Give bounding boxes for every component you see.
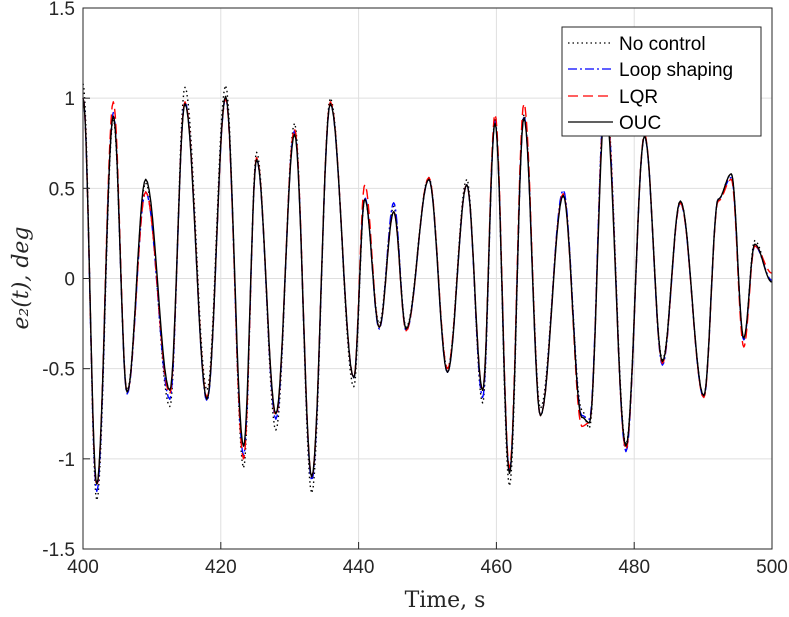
y-tick-label: 0 [64,270,75,291]
y-tick-label: 0.5 [49,179,75,200]
series-no-control [82,83,773,501]
y-tick-label: -1.5 [42,540,75,561]
legend: No control Loop shaping LQR OUC [561,26,762,137]
legend-label-lqr: LQR [619,87,658,108]
y-tick-label: -0.5 [42,360,75,381]
x-tick-label: 480 [618,557,650,578]
series-ouc [82,95,773,485]
y-tick-label: 1 [64,89,75,110]
y-tick-label: -1 [58,450,75,471]
legend-label-loop-shaping: Loop shaping [619,60,733,81]
x-tick-label: 400 [67,557,99,578]
series-layer [82,83,773,501]
y-tick-label: 1.5 [49,0,75,20]
legend-label-no-control: No control [619,34,706,55]
x-tick-label: 420 [205,557,237,578]
x-tick-label: 500 [756,557,788,578]
legend-box [561,26,762,137]
x-axis-label: Time, s [405,588,486,613]
legend-label-ouc: OUC [619,113,661,134]
ticks: 400 420 440 460 480 500 -1.5 -1 -0.5 0 0.5 1 1.5 [42,0,788,578]
x-tick-label: 460 [481,557,513,578]
x-tick-label: 440 [343,557,375,578]
y-axis-label: e₂(t), deg [9,226,34,329]
grid [82,7,773,550]
